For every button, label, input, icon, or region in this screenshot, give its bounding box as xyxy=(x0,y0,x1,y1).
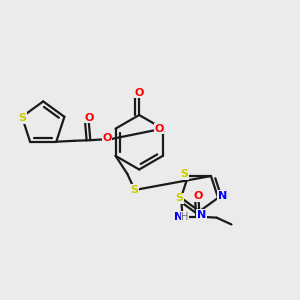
Text: N: N xyxy=(197,210,206,220)
Text: O: O xyxy=(84,113,94,123)
Text: N: N xyxy=(174,212,183,222)
Text: N: N xyxy=(218,191,227,201)
Text: S: S xyxy=(175,194,183,203)
Text: H: H xyxy=(181,212,189,222)
Text: O: O xyxy=(154,124,164,134)
Text: O: O xyxy=(134,88,144,98)
Text: S: S xyxy=(180,169,188,179)
Text: S: S xyxy=(18,113,26,123)
Text: O: O xyxy=(194,191,203,201)
Text: O: O xyxy=(102,133,112,143)
Text: S: S xyxy=(130,185,139,195)
